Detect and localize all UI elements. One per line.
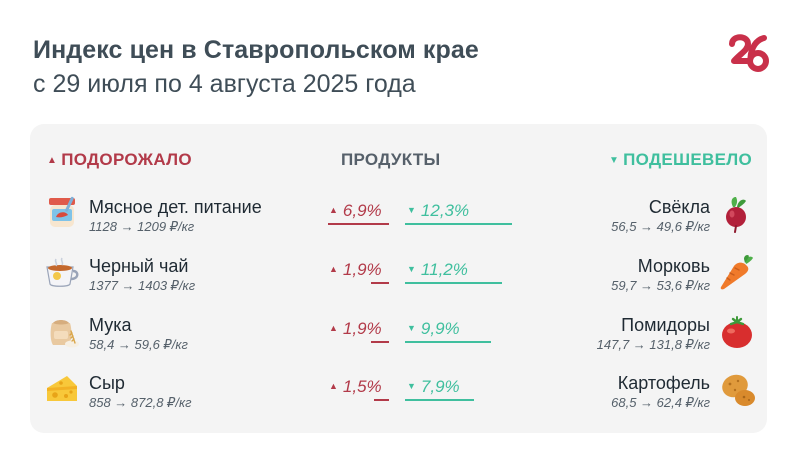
page-subtitle: с 29 июля по 4 августа 2025 года <box>33 70 416 98</box>
price-up-percent: ▲ 1,9% <box>329 260 382 279</box>
product-prices: 1377 → 1403 ₽/кг <box>89 278 196 293</box>
header-up-label: ПОДОРОЖАЛО <box>61 150 192 169</box>
triangle-up-icon: ▲ <box>47 155 58 166</box>
table-row: Сыр 858 → 872,8 ₽/кг ▲ 1,5% ▼ 7,9% Картофе… <box>0 371 800 431</box>
cheese-icon <box>47 376 77 401</box>
logo-26-icon <box>729 34 769 72</box>
header-products: ПРОДУКТЫ <box>341 150 441 169</box>
product-prices: 1128 → 1209 ₽/кг <box>89 219 195 234</box>
price-down-percent: ▼ 11,2% <box>407 260 468 279</box>
price-up-percent: ▲ 6,9% <box>329 201 382 220</box>
tea-cup-icon <box>46 257 79 287</box>
price-down-bar <box>405 341 491 343</box>
product-name: Помидоры <box>621 315 710 335</box>
price-down-percent: ▼ 12,3% <box>407 201 470 220</box>
table-row: Мясное дет. питание 1128 → 1209 ₽/кг ▲ 6,… <box>0 195 800 255</box>
product-name: Мясное дет. питание <box>89 197 262 217</box>
price-down-bar <box>405 399 474 401</box>
product-prices: 56,5 → 49,6 ₽/кг <box>611 219 710 234</box>
triangle-down-icon: ▼ <box>608 155 620 166</box>
price-index-card <box>30 124 767 433</box>
header-price-down: ▼ ПОДЕШЕВЕЛО <box>609 150 752 170</box>
price-up-percent: ▲ 1,5% <box>329 377 382 396</box>
product-prices: 68,5 → 62,4 ₽/кг <box>611 395 710 410</box>
product-name: Морковь <box>637 256 710 276</box>
table-row: Черный чай 1377 → 1403 ₽/кг ▲ 1,9% ▼ 11,2%… <box>0 254 800 314</box>
price-down-percent: ▼ 7,9% <box>407 377 460 396</box>
header-price-up: ▲ ПОДОРОЖАЛО <box>47 150 192 170</box>
price-up-bar <box>371 282 389 284</box>
product-name: Картофель <box>617 373 710 393</box>
product-name: Черный чай <box>89 256 189 276</box>
product-name: Мука <box>89 315 132 335</box>
carrot-icon <box>720 255 753 290</box>
price-up-bar <box>328 223 389 225</box>
product-name: Свёкла <box>648 197 710 217</box>
beet-icon <box>726 197 746 233</box>
page-title: Индекс цен в Ставропольском крае <box>33 36 479 64</box>
table-row: Мука 58,4 → 59,6 ₽/кг ▲ 1,9% ▼ 9,9% Помидо… <box>0 313 800 373</box>
potato-icon <box>722 374 755 406</box>
price-down-bar <box>405 282 502 284</box>
price-up-percent: ▲ 1,9% <box>329 319 382 338</box>
product-prices: 59,7 → 53,6 ₽/кг <box>611 278 710 293</box>
product-prices: 147,7 → 131,8 ₽/кг <box>596 337 710 352</box>
baby-food-jar-icon <box>49 196 75 227</box>
tomato-icon <box>722 316 752 348</box>
price-down-bar <box>405 223 512 225</box>
price-up-bar <box>371 341 389 343</box>
price-up-bar <box>374 399 389 401</box>
price-down-percent: ▼ 9,9% <box>407 319 460 338</box>
flour-sack-icon <box>50 320 79 348</box>
product-prices: 858 → 872,8 ₽/кг <box>89 395 192 410</box>
header-down-label: ПОДЕШЕВЕЛО <box>623 150 752 169</box>
product-name: Сыр <box>89 373 125 393</box>
product-prices: 58,4 → 59,6 ₽/кг <box>89 337 188 352</box>
